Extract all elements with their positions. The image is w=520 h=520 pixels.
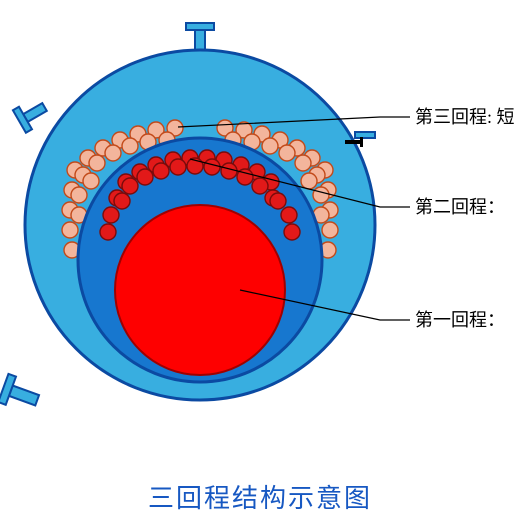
pass1-label: 第一回程： (415, 310, 505, 330)
pass2-tube (137, 169, 153, 185)
pass2-tube (153, 163, 169, 179)
pass3-tube (301, 173, 317, 189)
pass3-tube (262, 138, 278, 154)
furnace (115, 205, 285, 375)
pass3-tube (71, 187, 87, 203)
pass3-tube (279, 145, 295, 161)
pass2-tube (170, 159, 186, 175)
pass3-tube (322, 222, 338, 238)
pass2-tube (100, 224, 116, 240)
pass3-tube (122, 138, 138, 154)
pass3-tube (295, 155, 311, 171)
pass2-tube (281, 207, 297, 223)
pass2-tube (221, 163, 237, 179)
pass2-tube (122, 178, 138, 194)
pass2-tube (284, 224, 300, 240)
pass3-tube (313, 187, 329, 203)
pass3-tube (105, 145, 121, 161)
pass3-label: 第三回程: 短 (415, 107, 515, 127)
caption: 三回程结构示意图 (0, 478, 520, 515)
pass3-tube (62, 222, 78, 238)
pass2-tube (103, 207, 119, 223)
pass2-tube (204, 159, 220, 175)
three-pass-diagram: 第三回程: 短第二回程： 第一回程： (0, 0, 520, 470)
pass2-label: 第二回程： (415, 197, 505, 217)
pass2-tube (114, 193, 130, 209)
pass3-tube (89, 155, 105, 171)
pass3-tube (83, 173, 99, 189)
pass2-tube (252, 178, 268, 194)
pass2-tube (270, 193, 286, 209)
